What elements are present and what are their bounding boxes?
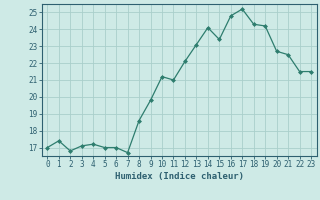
X-axis label: Humidex (Indice chaleur): Humidex (Indice chaleur) [115,172,244,181]
